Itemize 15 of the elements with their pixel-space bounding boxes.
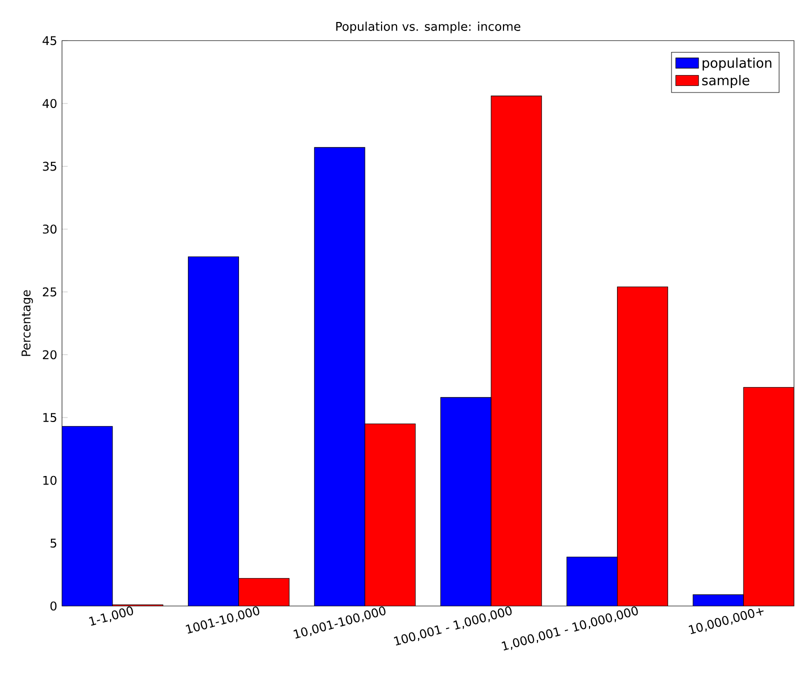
y-tick-label: 45	[42, 36, 56, 46]
y-tick-label: 5	[50, 538, 56, 548]
y-tick-label: 40	[42, 98, 56, 108]
y-tick-label: 35	[42, 162, 56, 171]
y-tick-label: 0	[50, 601, 56, 611]
y-axis-title: Percentage	[22, 290, 33, 356]
y-tick-label: 20	[42, 350, 56, 360]
x-tick-label: 1-1,000	[89, 606, 134, 626]
y-tick-label: 10	[43, 476, 56, 485]
legend-label: population	[702, 58, 772, 70]
y-tick-label: 30	[42, 224, 56, 234]
chart-title: Population vs. sample: income	[336, 22, 520, 34]
y-tick-label: 15	[43, 413, 56, 422]
y-tick-label: 25	[42, 287, 56, 296]
legend-label: sample	[702, 75, 750, 88]
